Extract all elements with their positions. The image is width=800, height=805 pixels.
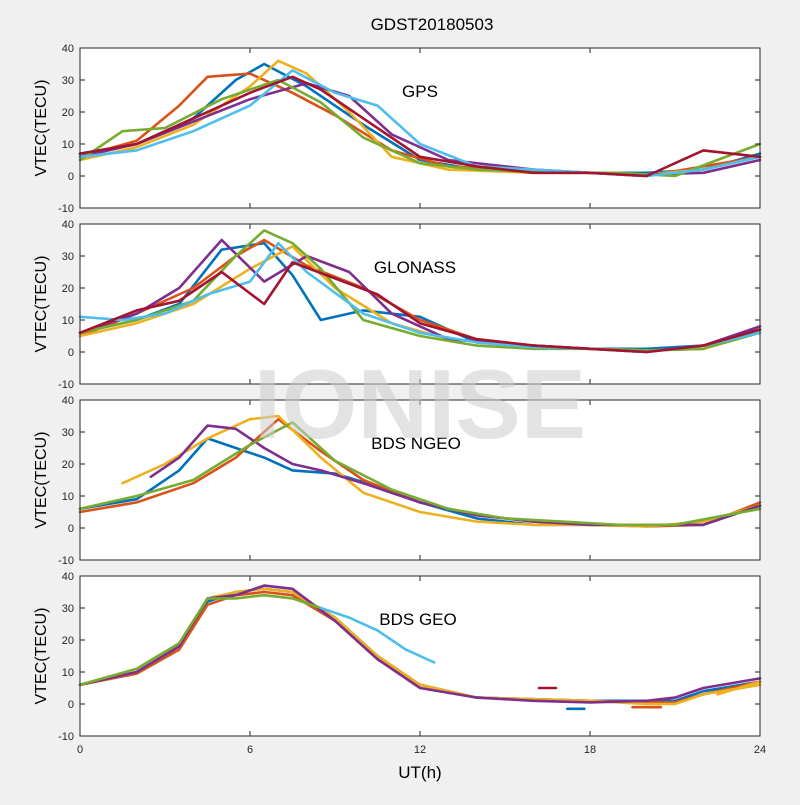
panel-label: BDS GEO bbox=[379, 610, 456, 629]
panel-label: BDS NGEO bbox=[371, 434, 461, 453]
y-tick-label: 30 bbox=[62, 251, 74, 263]
y-tick-label: 0 bbox=[68, 347, 74, 359]
series-group bbox=[78, 229, 762, 354]
y-tick-label: 20 bbox=[62, 635, 74, 647]
x-tick-label: 12 bbox=[414, 744, 426, 756]
y-tick-label: 0 bbox=[68, 699, 74, 711]
x-axis-label: UT(h) bbox=[398, 763, 441, 782]
y-tick-label: 20 bbox=[62, 459, 74, 471]
x-tick-label: 18 bbox=[584, 744, 596, 756]
panel-label: GLONASS bbox=[374, 258, 456, 277]
y-tick-label: 0 bbox=[68, 171, 74, 183]
series-group bbox=[78, 584, 762, 711]
y-tick-label: -10 bbox=[58, 203, 74, 215]
series-line-4 bbox=[78, 78, 762, 178]
x-tick-label: 6 bbox=[247, 744, 253, 756]
series-line-9 bbox=[716, 680, 762, 696]
y-tick-label: -10 bbox=[58, 555, 74, 567]
y-tick-label: 10 bbox=[62, 667, 74, 679]
panel-0: -10 0 10 20 30 40 VTEC(TECU) GPS bbox=[33, 43, 762, 215]
y-tick-label: 0 bbox=[68, 523, 74, 535]
series-line-4 bbox=[78, 593, 323, 687]
panel-2: -10 0 10 20 30 40 VTEC(TECU) BDS NGEO bbox=[33, 395, 762, 567]
y-tick-label: 30 bbox=[62, 75, 74, 87]
y-tick-label: 10 bbox=[62, 491, 74, 503]
figure-title: GDST20180503 bbox=[371, 15, 494, 34]
series-line-2 bbox=[121, 414, 762, 528]
y-tick-label: 10 bbox=[62, 315, 74, 327]
x-tick-label: 0 bbox=[77, 744, 83, 756]
y-tick-label: -10 bbox=[58, 731, 74, 743]
y-tick-label: 30 bbox=[62, 427, 74, 439]
y-axis-label: VTEC(TECU) bbox=[33, 80, 50, 177]
y-tick-label: 40 bbox=[62, 219, 74, 231]
series-line-6 bbox=[78, 261, 762, 354]
panel-plot-area bbox=[80, 48, 760, 208]
x-tick-label: 24 bbox=[754, 744, 766, 756]
series-line-6 bbox=[78, 75, 762, 178]
series-group bbox=[78, 59, 762, 178]
y-axis-label: VTEC(TECU) bbox=[33, 256, 50, 353]
y-tick-label: 10 bbox=[62, 139, 74, 151]
y-axis-label: VTEC(TECU) bbox=[33, 432, 50, 529]
panel-1: -10 0 10 20 30 40 VTEC(TECU) GLONASS bbox=[33, 219, 762, 391]
series-line-4 bbox=[78, 421, 762, 527]
panel-label: GPS bbox=[402, 82, 438, 101]
watermark: IONISE bbox=[254, 349, 586, 459]
y-tick-label: 20 bbox=[62, 283, 74, 295]
y-axis-label: VTEC(TECU) bbox=[33, 608, 50, 705]
series-line-5 bbox=[319, 606, 436, 664]
y-tick-label: 40 bbox=[62, 571, 74, 583]
y-tick-label: 40 bbox=[62, 395, 74, 407]
y-tick-label: 20 bbox=[62, 107, 74, 119]
y-tick-label: 30 bbox=[62, 603, 74, 615]
y-tick-label: -10 bbox=[58, 379, 74, 391]
series-group bbox=[78, 414, 762, 528]
y-tick-label: 40 bbox=[62, 43, 74, 55]
